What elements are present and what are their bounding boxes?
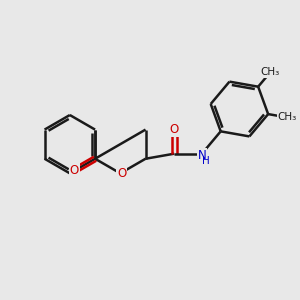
Text: CH₃: CH₃	[277, 112, 296, 122]
Text: O: O	[70, 164, 79, 177]
Text: H: H	[202, 156, 210, 166]
Text: O: O	[169, 123, 179, 136]
Text: CH₃: CH₃	[261, 67, 280, 77]
Text: N: N	[198, 148, 206, 162]
Text: O: O	[117, 167, 126, 180]
